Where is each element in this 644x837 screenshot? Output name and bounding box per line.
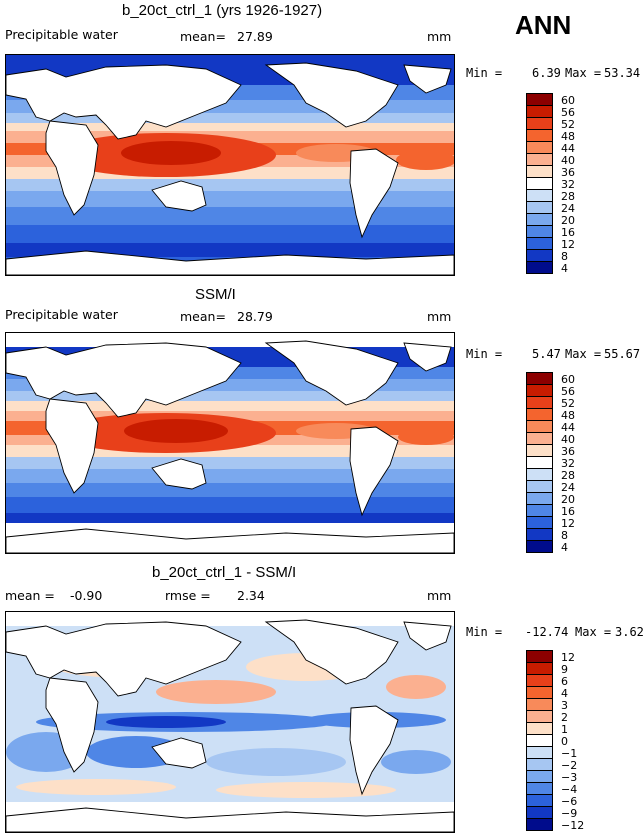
- colorbar-tick: 4: [561, 687, 568, 700]
- units-label: mm: [427, 588, 452, 603]
- units-label: mm: [427, 309, 452, 324]
- colorbar-tick: 44: [561, 421, 575, 434]
- min-label: Min =: [466, 625, 503, 639]
- colorbar-tick: 24: [561, 481, 575, 494]
- min-label: Min =: [466, 66, 503, 80]
- colorbar-tick: 8: [561, 250, 568, 263]
- colorbar-tick: 36: [561, 445, 575, 458]
- colorbar-tick: 52: [561, 118, 575, 131]
- colorbar-tick: 20: [561, 493, 575, 506]
- colorbar-tick: 12: [561, 517, 575, 530]
- colorbar-tick: 36: [561, 166, 575, 179]
- colorbar-tick: 4: [561, 541, 568, 554]
- colorbar-tick: 60: [561, 373, 575, 386]
- max-value: 3.62: [615, 625, 644, 639]
- min-value: 5.47: [532, 347, 561, 361]
- colorbar-tick: −3: [561, 771, 578, 784]
- colorbar-tick: 56: [561, 385, 575, 398]
- colorbar-tick: 12: [561, 238, 575, 251]
- rmse-value: 2.34: [237, 588, 265, 603]
- colorbar-tick: −12: [561, 819, 585, 832]
- panel-title: b_20ct_ctrl_1 (yrs 1926-1927): [122, 2, 323, 19]
- min-value: 6.39: [532, 66, 561, 80]
- variable-label: Precipitable water: [5, 307, 118, 322]
- precipitable-water-map: [5, 54, 455, 276]
- max-label: Max =: [565, 66, 602, 80]
- colorbar-swatch: [526, 261, 553, 274]
- colorbar-tick: 24: [561, 202, 575, 215]
- max-value: 55.67: [604, 347, 641, 361]
- colorbar-tick: 32: [561, 457, 575, 470]
- colorbar: 60 56 52 48 44 40 36 32 28 24 20 16 12 8…: [526, 93, 596, 275]
- colorbar-tick: 28: [561, 190, 575, 203]
- difference-map: [5, 611, 455, 833]
- max-value: 53.34: [604, 66, 641, 80]
- mean-label: mean=: [180, 29, 226, 44]
- colorbar-tick: 44: [561, 142, 575, 155]
- colorbar-tick: 60: [561, 94, 575, 107]
- colorbar-tick: 48: [561, 130, 575, 143]
- colorbar-tick: 3: [561, 699, 568, 712]
- colorbar-tick: 6: [561, 675, 568, 688]
- colorbar-tick: 8: [561, 529, 568, 542]
- mean-label: mean =: [5, 588, 55, 603]
- colorbar-tick: 40: [561, 154, 575, 167]
- colorbar: 12 9 6 4 3 2 1 0 −1 −2 −3 −4 −6 −9 −12: [526, 650, 596, 832]
- colorbar-tick: 40: [561, 433, 575, 446]
- colorbar-tick: −2: [561, 759, 578, 772]
- rmse-label: rmse =: [165, 588, 211, 603]
- colorbar-tick: 4: [561, 262, 568, 275]
- colorbar-tick: 12: [561, 651, 575, 664]
- panel-title: b_20ct_ctrl_1 - SSM/I: [152, 564, 297, 581]
- colorbar-tick: −4: [561, 783, 578, 796]
- colorbar-tick: −9: [561, 807, 578, 820]
- colorbar-tick: 56: [561, 106, 575, 119]
- colorbar-tick: 2: [561, 711, 568, 724]
- mean-label: mean=: [180, 309, 226, 324]
- colorbar-swatch: [526, 540, 553, 553]
- precipitable-water-map: [5, 332, 455, 554]
- colorbar-swatch: [526, 818, 553, 831]
- season-label: ANN: [515, 10, 572, 40]
- panel-title: SSM/I: [195, 286, 236, 303]
- max-label: Max =: [575, 625, 612, 639]
- colorbar-tick: 20: [561, 214, 575, 227]
- variable-label: Precipitable water: [5, 27, 118, 42]
- mean-value: 27.89: [237, 29, 273, 44]
- mean-value: -0.90: [70, 588, 103, 603]
- colorbar-tick: 32: [561, 178, 575, 191]
- colorbar-tick: −1: [561, 747, 578, 760]
- colorbar-tick: 16: [561, 226, 575, 239]
- min-label: Min =: [466, 347, 503, 361]
- colorbar-tick: 48: [561, 409, 575, 422]
- colorbar-tick: 0: [561, 735, 568, 748]
- colorbar: 60 56 52 48 44 40 36 32 28 24 20 16 12 8…: [526, 372, 596, 554]
- max-label: Max =: [565, 347, 602, 361]
- colorbar-tick: 9: [561, 663, 568, 676]
- colorbar-tick: −6: [561, 795, 578, 808]
- min-value: -12.74: [525, 625, 569, 639]
- colorbar-tick: 52: [561, 397, 575, 410]
- mean-value: 28.79: [237, 309, 273, 324]
- colorbar-tick: 16: [561, 505, 575, 518]
- colorbar-tick: 1: [561, 723, 568, 736]
- colorbar-tick: 28: [561, 469, 575, 482]
- units-label: mm: [427, 29, 452, 44]
